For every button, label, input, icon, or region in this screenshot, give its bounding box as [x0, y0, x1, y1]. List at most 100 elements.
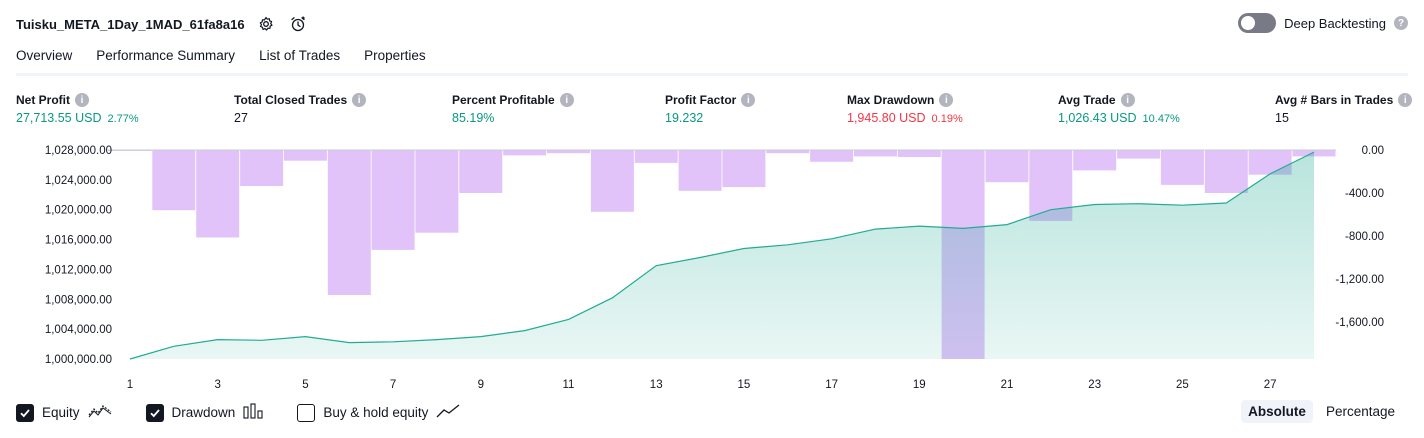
- drawdown-bar: [283, 150, 327, 161]
- drawdown-bar: [327, 150, 371, 295]
- deep-backtesting-label: Deep Backtesting: [1284, 15, 1386, 31]
- metric-avg-bars-in-trades: Avg # Bars in Trades i 15: [1275, 93, 1413, 125]
- left-axis-tick-label: 1,020,000.00: [45, 205, 112, 217]
- view-mode-switch: Absolute Percentage: [1241, 400, 1402, 423]
- right-axis-tick-label: 0.00: [1362, 145, 1384, 157]
- legend-buy-hold-equity[interactable]: Buy & hold equity: [297, 403, 460, 422]
- metric-percent: 2.77%: [107, 113, 139, 125]
- info-icon[interactable]: i: [559, 93, 574, 107]
- left-axis-tick-label: 1,004,000.00: [45, 324, 112, 336]
- x-axis-tick-label: 23: [1088, 379, 1101, 391]
- right-axis-tick-label: -1,600.00: [1335, 317, 1384, 329]
- left-axis-tick-label: 1,024,000.00: [45, 175, 112, 187]
- metric-value: 19.232: [665, 111, 704, 125]
- metric-value: 1,945.80 USD: [847, 111, 926, 125]
- legend-label: Buy & hold equity: [323, 405, 429, 420]
- left-axis-tick-label: 1,008,000.00: [45, 294, 112, 306]
- x-axis-tick-label: 5: [302, 379, 308, 391]
- metric-label: Avg # Bars in Trades: [1275, 93, 1394, 107]
- checkbox-checked-icon[interactable]: [16, 403, 34, 422]
- metric-max-drawdown: Max Drawdown i 1,945.80 USD 0.19%: [847, 93, 963, 125]
- drawdown-bar: [459, 150, 503, 193]
- drawdown-bar: [897, 150, 941, 157]
- drawdown-bar: [503, 150, 547, 156]
- info-icon[interactable]: i: [741, 93, 756, 107]
- drawdown-bar: [1160, 150, 1204, 185]
- drawdown-bar: [240, 150, 284, 186]
- info-icon[interactable]: i: [1120, 93, 1135, 107]
- x-axis-tick-label: 17: [825, 379, 838, 391]
- x-axis-tick-label: 3: [214, 379, 220, 391]
- legend-label: Equity: [42, 405, 80, 420]
- metric-value: 15: [1275, 111, 1289, 125]
- right-axis-ticks: 0.00 -400.00 -800.00 -1,200.00 -1,600.00: [1335, 145, 1384, 329]
- info-icon[interactable]: i: [939, 93, 954, 107]
- help-icon[interactable]: ?: [1394, 16, 1408, 30]
- drawdown-bar: [634, 150, 678, 163]
- chart-legend: Equity Drawdown Buy & hold equity: [16, 403, 494, 422]
- metric-label: Profit Factor: [665, 93, 737, 107]
- x-axis-tick-label: 19: [913, 379, 926, 391]
- metric-net-profit: Net Profit i 27,713.55 USD 2.77%: [16, 93, 139, 125]
- info-icon[interactable]: i: [75, 93, 89, 107]
- left-axis-tick-label: 1,028,000.00: [45, 145, 112, 157]
- strategy-header: Tuisku_META_1Day_1MAD_61fa8a16: [16, 12, 309, 36]
- drawdown-bar: [722, 150, 766, 188]
- checkbox-unchecked-icon[interactable]: [297, 403, 316, 422]
- info-icon[interactable]: i: [352, 93, 367, 107]
- drawdown-bar: [810, 150, 854, 162]
- drawdown-bar: [1117, 150, 1161, 159]
- report-tabs: Overview Performance Summary List of Tra…: [16, 48, 426, 76]
- legend-equity[interactable]: Equity: [16, 403, 112, 422]
- metric-avg-trade: Avg Trade i 1,026.43 USD 10.47%: [1058, 93, 1180, 125]
- metric-value: 27,713.55 USD: [16, 111, 102, 125]
- left-axis-tick-label: 1,012,000.00: [45, 264, 112, 276]
- drawdown-bar: [590, 150, 634, 212]
- checkbox-checked-icon[interactable]: [145, 403, 164, 422]
- metric-percent: 10.47%: [1142, 113, 1180, 125]
- strategy-title: Tuisku_META_1Day_1MAD_61fa8a16: [16, 16, 245, 32]
- absolute-button[interactable]: Absolute: [1241, 400, 1313, 423]
- gear-icon[interactable]: [255, 13, 277, 35]
- percentage-button[interactable]: Percentage: [1325, 404, 1395, 419]
- add-alert-clock-icon[interactable]: [287, 13, 309, 35]
- drawdown-bar: [371, 150, 415, 250]
- legend-label: Drawdown: [171, 405, 236, 420]
- left-axis-tick-label: 1,016,000.00: [45, 235, 112, 247]
- right-axis-tick-label: -1,200.00: [1335, 274, 1384, 286]
- metric-value: 85.19%: [452, 111, 495, 125]
- tab-performance-summary[interactable]: Performance Summary: [96, 48, 236, 63]
- x-axis-tick-label: 15: [738, 379, 751, 391]
- deep-backtesting-toggle[interactable]: [1238, 13, 1277, 33]
- deep-backtesting: Deep Backtesting ?: [1238, 13, 1408, 33]
- info-icon[interactable]: i: [1398, 93, 1413, 107]
- buy-hold-line-icon: [436, 403, 460, 422]
- drawdown-bar: [985, 150, 1029, 183]
- drawdown-bar: [1204, 150, 1248, 193]
- legend-drawdown[interactable]: Drawdown: [145, 403, 264, 422]
- left-axis-ticks: 1,028,000.00 1,024,000.00 1,020,000.00 1,01…: [45, 145, 112, 366]
- drawdown-bar: [415, 150, 459, 233]
- x-axis-tick-label: 27: [1264, 379, 1277, 391]
- drawdown-bar: [152, 150, 196, 211]
- metric-profit-factor: Profit Factor i 19.232: [665, 93, 756, 125]
- drawdown-bar: [547, 150, 590, 154]
- x-axis-tick-label: 21: [1001, 379, 1014, 391]
- metric-label: Avg Trade: [1058, 93, 1116, 107]
- right-axis-tick-label: -400.00: [1345, 188, 1384, 200]
- x-axis-tick-label: 13: [650, 379, 663, 391]
- equity-area: [130, 152, 1314, 359]
- metrics-row: Net Profit i 27,713.55 USD 2.77% Total Clo…: [16, 93, 1413, 133]
- drawdown-bar: [854, 150, 897, 157]
- tab-overview[interactable]: Overview: [16, 48, 73, 76]
- metric-total-closed-trades: Total Closed Trades i 27: [234, 93, 367, 125]
- equity-drawdown-chart[interactable]: 1,028,000.00 1,024,000.00 1,020,000.00 1,01…: [0, 140, 1424, 396]
- drawdown-bar: [766, 150, 810, 154]
- metric-label: Net Profit: [16, 93, 70, 107]
- drawdown-bar: [1073, 150, 1117, 171]
- x-axis-tick-label: 1: [127, 379, 133, 391]
- metric-percent: 0.19%: [931, 113, 963, 125]
- tab-properties[interactable]: Properties: [364, 48, 426, 63]
- metric-value: 1,026.43 USD: [1058, 111, 1137, 125]
- tab-list-of-trades[interactable]: List of Trades: [259, 48, 341, 63]
